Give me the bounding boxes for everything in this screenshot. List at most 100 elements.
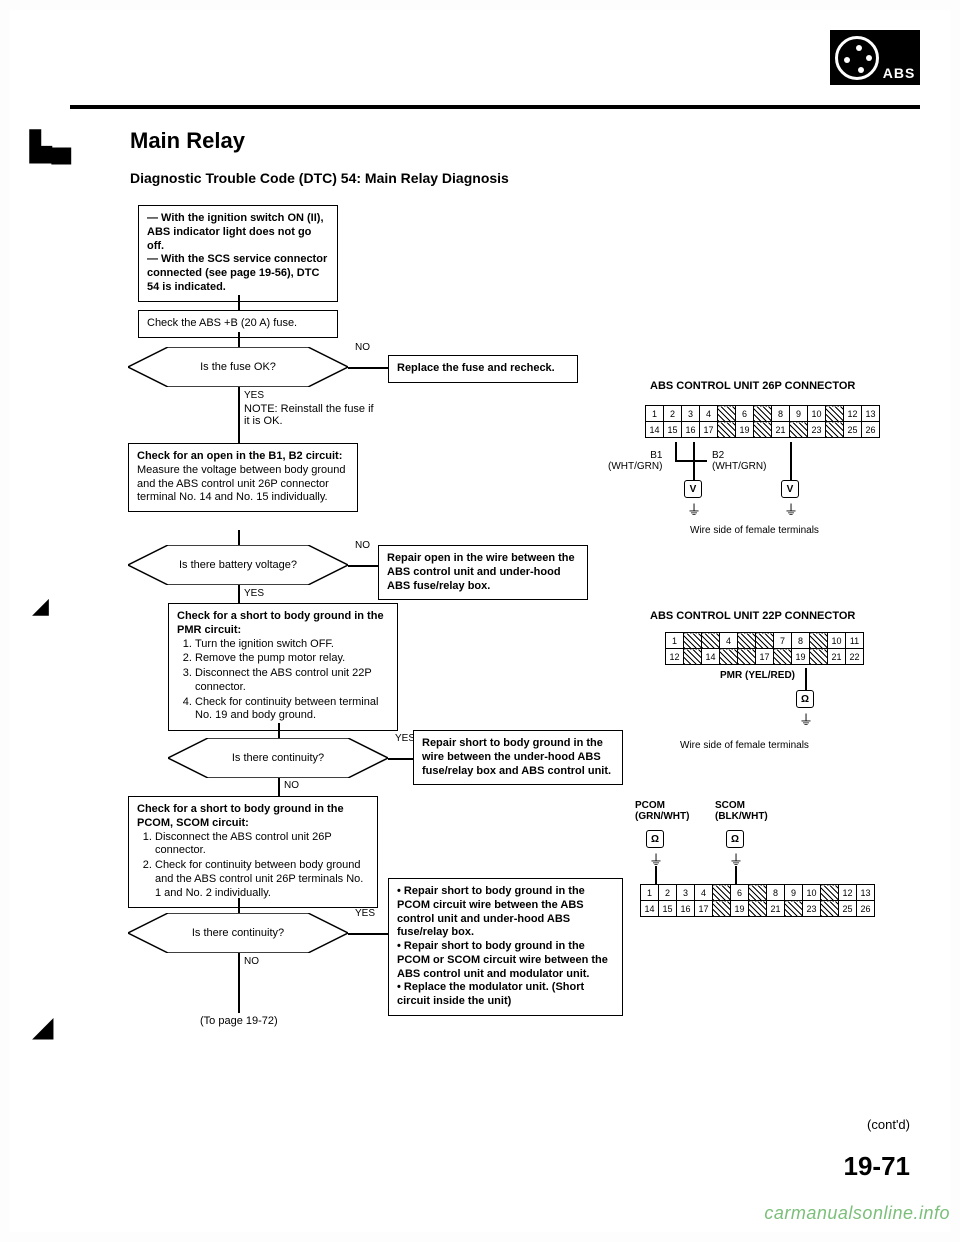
connector-pin xyxy=(738,633,756,649)
flow-decision-volt-label: Is there battery voltage? xyxy=(128,545,348,585)
connector-pin xyxy=(718,422,736,438)
scom-label: SCOM (BLK/WHT) xyxy=(715,800,768,822)
flow-line xyxy=(278,723,280,738)
connector-pin: 17 xyxy=(695,901,713,917)
flow-repair-multi: • Repair short to body ground in the PCO… xyxy=(388,878,623,1016)
flow-decision-cont1-label: Is there continuity? xyxy=(168,738,388,778)
pcom-label: PCOM (GRN/WHT) xyxy=(635,800,689,822)
connector-pin xyxy=(702,633,720,649)
flow-line xyxy=(238,530,240,545)
connector-pin xyxy=(754,406,772,422)
flow-line xyxy=(348,933,388,935)
connector-pin: 2 xyxy=(659,885,677,901)
tab-mark-icon: ▙ ▄ xyxy=(30,130,67,163)
flow-replace-fuse: Replace the fuse and recheck. xyxy=(388,355,578,383)
flow-line xyxy=(238,585,240,603)
connector-pin xyxy=(749,885,767,901)
ground-icon: ⏚ xyxy=(687,500,701,520)
flow-line xyxy=(348,367,388,369)
label-no: NO xyxy=(355,342,370,353)
connector-pin: 10 xyxy=(828,633,846,649)
ohm-terminal: Ω xyxy=(726,830,744,848)
label-yes: YES xyxy=(395,733,415,744)
connector-pin: 14 xyxy=(646,422,664,438)
connector-pin: 16 xyxy=(677,901,695,917)
ground-icon: ⏚ xyxy=(799,710,813,730)
flow-line xyxy=(278,778,280,796)
connector-pin: 16 xyxy=(682,422,700,438)
conn22-title: ABS CONTROL UNIT 22P CONNECTOR xyxy=(650,610,855,622)
flow-check-pmr-list: Turn the ignition switch OFF. Remove the… xyxy=(191,638,389,724)
page-title: Main Relay xyxy=(130,128,245,154)
flow-check-pmr: Check for a short to body ground in the … xyxy=(168,603,398,731)
connector-pin xyxy=(749,901,767,917)
flow-note-reinstall: NOTE: Reinstall the fuse if it is OK. xyxy=(244,403,374,427)
connector-pin: 13 xyxy=(857,885,875,901)
connector-pin: 8 xyxy=(792,633,810,649)
wire-note: Wire side of female terminals xyxy=(680,740,809,751)
connector-pin: 10 xyxy=(803,885,821,901)
wire-note: Wire side of female terminals xyxy=(690,525,819,536)
connector-pin xyxy=(720,649,738,665)
list-item: Remove the pump motor relay. xyxy=(195,652,389,666)
list-item: Check for continuity between body ground… xyxy=(155,859,369,900)
list-item: Disconnect the ABS control unit 26P conn… xyxy=(155,831,369,859)
contd-label: (cont'd) xyxy=(867,1117,910,1132)
connector-pin: 22 xyxy=(846,649,864,665)
connector-pin: 12 xyxy=(844,406,862,422)
flow-repair-open: Repair open in the wire between the ABS … xyxy=(378,545,588,600)
list-item: Check for continuity between terminal No… xyxy=(195,696,389,724)
label-yes: YES xyxy=(244,390,264,401)
ohm-terminal: Ω xyxy=(646,830,664,848)
connector-pin xyxy=(790,422,808,438)
connector-pin: 6 xyxy=(736,406,754,422)
connector-pin: 21 xyxy=(772,422,790,438)
connector-pin: 26 xyxy=(862,422,880,438)
label-yes: YES xyxy=(244,588,264,599)
connector-pin: 21 xyxy=(767,901,785,917)
connector-pin xyxy=(826,406,844,422)
connector-pin: 11 xyxy=(846,633,864,649)
connector-pin: 3 xyxy=(682,406,700,422)
list-item: Turn the ignition switch OFF. xyxy=(195,638,389,652)
connector-pin: 17 xyxy=(756,649,774,665)
connector-pin: 8 xyxy=(767,885,785,901)
flow-check-pmr-title: Check for a short to body ground in the … xyxy=(177,610,389,638)
connector-pin xyxy=(826,422,844,438)
flow-line xyxy=(388,758,413,760)
connector-pin xyxy=(754,422,772,438)
connector-pin: 14 xyxy=(702,649,720,665)
flow-decision-cont2: Is there continuity? xyxy=(128,913,348,953)
connector-pin: 19 xyxy=(731,901,749,917)
flow-line xyxy=(348,565,378,567)
connector-pin: 1 xyxy=(641,885,659,901)
flow-decision-cont1: Is there continuity? xyxy=(168,738,388,778)
conn22-table: 14781011121417192122 xyxy=(665,632,864,665)
flow-check-open-body: Measure the voltage between body ground … xyxy=(137,464,349,505)
flow-check-pcom: Check for a short to body ground in the … xyxy=(128,796,378,908)
connector-pin xyxy=(718,406,736,422)
connector-pin: 25 xyxy=(839,901,857,917)
connector-pin: 23 xyxy=(803,901,821,917)
connector-pin: 13 xyxy=(862,406,880,422)
connector-pin: 12 xyxy=(839,885,857,901)
conn26-title: ABS CONTROL UNIT 26P CONNECTOR xyxy=(650,380,855,392)
conn26-table: 1234689101213141516171921232526 xyxy=(645,405,880,438)
connector-pin xyxy=(684,649,702,665)
pmr-label: PMR (YEL/RED) xyxy=(720,670,795,681)
flow-check-open: Check for an open in the B1, B2 circuit:… xyxy=(128,443,358,512)
diagram-line xyxy=(675,442,677,460)
connector-pin: 2 xyxy=(664,406,682,422)
connector-pin: 1 xyxy=(666,633,684,649)
flow-start: — With the ignition switch ON (II), ABS … xyxy=(138,205,338,302)
diagram-line xyxy=(655,866,657,884)
abs-logo: ABS xyxy=(830,30,920,85)
connector-pin: 12 xyxy=(666,649,684,665)
connector-pin: 6 xyxy=(731,885,749,901)
connector-pin xyxy=(774,649,792,665)
ground-icon: ⏚ xyxy=(784,500,798,520)
connector-pin xyxy=(738,649,756,665)
connector-pin: 3 xyxy=(677,885,695,901)
connector-pin: 9 xyxy=(790,406,808,422)
diagram-line xyxy=(735,866,737,884)
